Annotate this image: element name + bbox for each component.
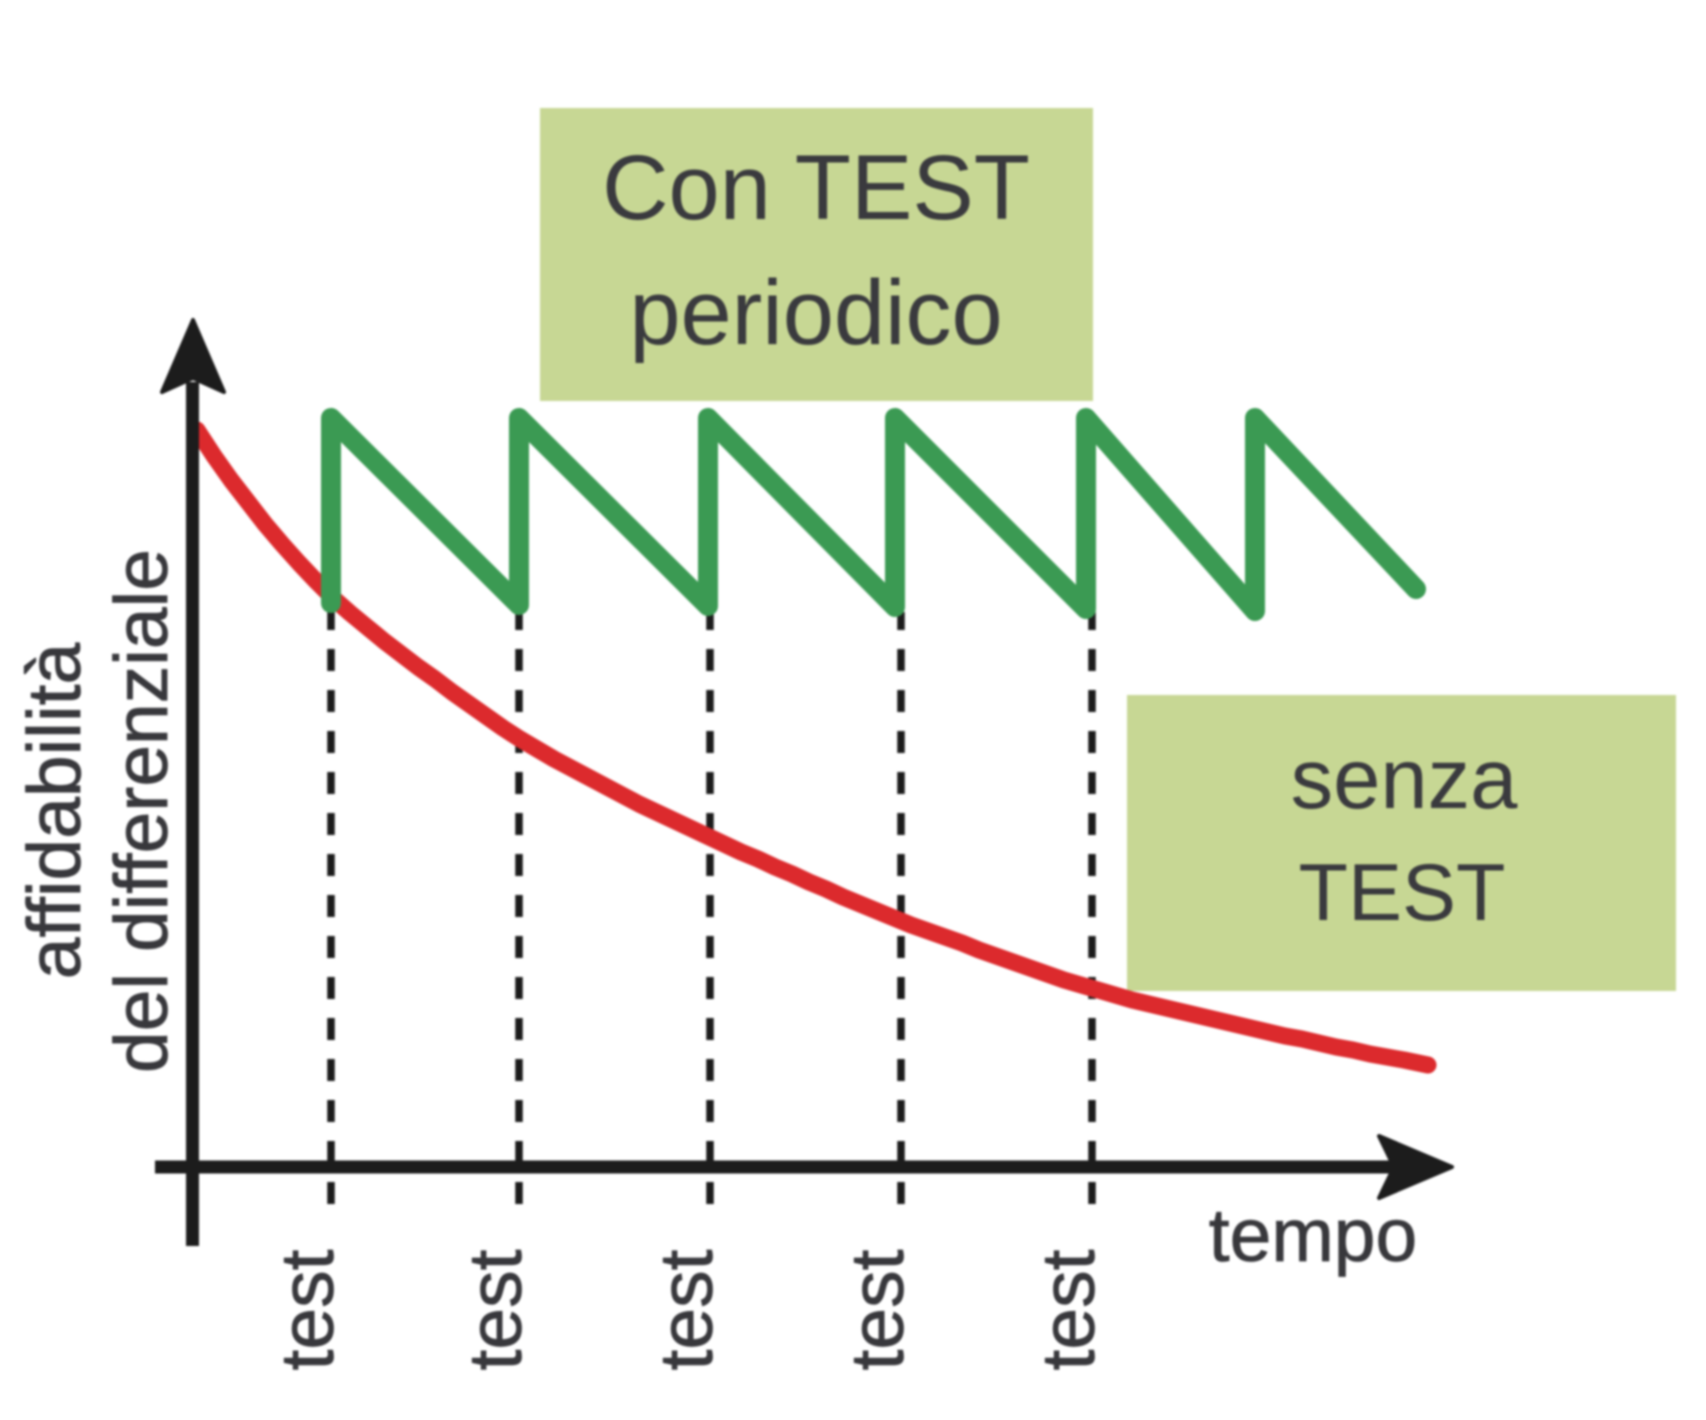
svg-text:senza: senza (1291, 732, 1519, 827)
svg-text:periodico: periodico (629, 262, 1002, 364)
svg-text:TEST: TEST (1298, 848, 1505, 938)
svg-text:test: test (453, 1249, 537, 1370)
svg-text:test: test (1026, 1249, 1110, 1370)
svg-text:test: test (644, 1249, 728, 1370)
svg-text:test: test (835, 1249, 919, 1370)
svg-text:Con TEST: Con TEST (602, 137, 1030, 239)
svg-text:affidabilità: affidabilità (12, 643, 96, 980)
svg-text:test: test (265, 1249, 349, 1370)
svg-text:tempo: tempo (1209, 1193, 1417, 1277)
svg-text:del differenziale: del differenziale (99, 549, 183, 1073)
